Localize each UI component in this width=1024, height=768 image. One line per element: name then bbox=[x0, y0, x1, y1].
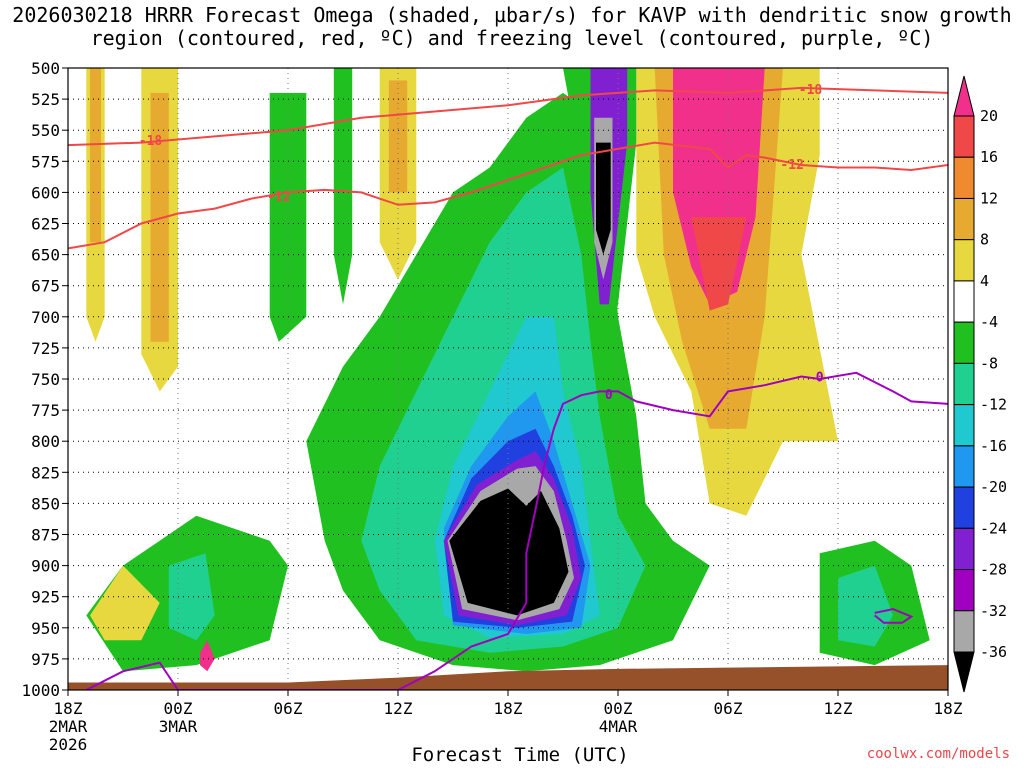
x-tick-label-24: 18Z bbox=[494, 699, 523, 718]
colorbar-box-8 bbox=[953, 445, 975, 488]
x-tick-label-42: 12Z bbox=[824, 699, 853, 718]
y-tick-label-800: 800 bbox=[31, 432, 60, 451]
omega-region-29 bbox=[200, 640, 215, 672]
terrain-fill bbox=[68, 665, 948, 690]
colorbar-top-arrow bbox=[953, 75, 975, 117]
colorbar-label-9: -20 bbox=[980, 478, 1007, 496]
colorbar-box-10 bbox=[953, 527, 975, 571]
contour-label-m18: -18 bbox=[139, 134, 163, 149]
omega-region-10 bbox=[269, 92, 307, 342]
contour-label-m18-right: -18 bbox=[799, 83, 823, 98]
x-tick-label-6: 00Z bbox=[164, 699, 193, 718]
colorbar-label-2: 12 bbox=[980, 189, 998, 207]
contour-label-zero-right: 0 bbox=[816, 371, 824, 386]
y-tick-label-675: 675 bbox=[31, 277, 60, 296]
omega-region-26 bbox=[596, 142, 611, 255]
colorbar-box-12 bbox=[953, 610, 975, 653]
colorbar-label-4: 4 bbox=[980, 272, 989, 290]
colorbar-label-6: -8 bbox=[980, 354, 998, 372]
x-tick-date-6: 3MAR bbox=[159, 717, 198, 736]
x-tick-label-12: 06Z bbox=[274, 699, 303, 718]
colorbar-box-2 bbox=[953, 197, 975, 241]
omega-region-5 bbox=[388, 80, 408, 193]
colorbar-label-12: -32 bbox=[980, 602, 1007, 620]
chart-title: 2026030218 HRRR Forecast Omega (shaded, … bbox=[12, 3, 1012, 50]
omega-region-3 bbox=[150, 92, 169, 342]
omega-region-28 bbox=[838, 565, 893, 647]
contour-line-0 bbox=[85, 371, 948, 690]
contour-label-m12: -12 bbox=[267, 190, 290, 205]
colorbar-box-3 bbox=[953, 239, 975, 282]
y-tick-label-575: 575 bbox=[31, 152, 60, 171]
y-tick-label-1000: 1000 bbox=[21, 681, 60, 700]
colorbar-box-6 bbox=[953, 362, 975, 406]
colorbar-box-9 bbox=[953, 486, 975, 529]
y-tick-label-600: 600 bbox=[31, 183, 60, 202]
contour-label-m12-right: -12 bbox=[780, 158, 803, 173]
y-tick-label-850: 850 bbox=[31, 494, 60, 513]
colorbar-box-11 bbox=[953, 569, 975, 612]
colorbar-label-0: 20 bbox=[980, 107, 998, 125]
y-tick-label-625: 625 bbox=[31, 215, 60, 234]
x-tick-year-0: 2026 bbox=[49, 735, 88, 754]
y-tick-label-550: 550 bbox=[31, 121, 60, 140]
colorbar-label-10: -24 bbox=[980, 519, 1007, 537]
x-tick-label-0: 18Z bbox=[54, 699, 83, 718]
y-tick-label-975: 975 bbox=[31, 650, 60, 669]
colorbar-label-1: 16 bbox=[980, 148, 998, 166]
contour-line-0b bbox=[874, 608, 914, 624]
y-tick-label-825: 825 bbox=[31, 463, 60, 482]
omega-region-22 bbox=[449, 488, 569, 616]
colorbar-label-11: -28 bbox=[980, 561, 1007, 579]
omega-region-13 bbox=[168, 553, 215, 641]
colorbar-label-5: -4 bbox=[980, 313, 998, 331]
y-tick-label-725: 725 bbox=[31, 339, 60, 358]
y-tick-label-650: 650 bbox=[31, 246, 60, 265]
omega-region-8 bbox=[673, 68, 765, 305]
colorbar-box-1 bbox=[953, 156, 975, 199]
colorbar-box-7 bbox=[953, 404, 975, 447]
x-tick-label-30: 00Z bbox=[604, 699, 633, 718]
omega-region-9 bbox=[691, 217, 747, 311]
colorbar-box-5 bbox=[953, 321, 975, 364]
contour-label-zero: 0 bbox=[605, 388, 613, 403]
x-tick-label-18: 12Z bbox=[384, 699, 413, 718]
y-tick-label-875: 875 bbox=[31, 526, 60, 545]
colorbar-label-8: -16 bbox=[980, 437, 1007, 455]
y-tick-label-900: 900 bbox=[31, 557, 60, 576]
y-tick-label-775: 775 bbox=[31, 401, 60, 420]
colorbar-label-7: -12 bbox=[980, 396, 1007, 414]
watermark-text[interactable]: coolwx.com/models bbox=[866, 746, 1010, 762]
colorbar-bottom-arrow bbox=[953, 651, 975, 693]
x-axis-label: Forecast Time (UTC) bbox=[411, 744, 629, 766]
omega-region-14 bbox=[90, 565, 160, 641]
x-tick-date-0: 2MAR bbox=[49, 717, 88, 736]
contour-line--12 bbox=[68, 141, 948, 250]
y-tick-label-925: 925 bbox=[31, 588, 60, 607]
x-tick-label-48: 18Z bbox=[934, 699, 963, 718]
y-tick-label-950: 950 bbox=[31, 619, 60, 638]
x-tick-date-30: 4MAR bbox=[599, 717, 638, 736]
colorbar-box-4 bbox=[953, 280, 975, 323]
omega-region-11 bbox=[333, 68, 353, 305]
x-tick-label-36: 06Z bbox=[714, 699, 743, 718]
y-tick-label-750: 750 bbox=[31, 370, 60, 389]
omega-region-1 bbox=[90, 68, 101, 243]
contour-line--18 bbox=[68, 86, 948, 147]
colorbar-box-0 bbox=[953, 115, 975, 158]
colorbar-label-3: 8 bbox=[980, 231, 989, 249]
y-tick-label-700: 700 bbox=[31, 308, 60, 327]
y-tick-label-525: 525 bbox=[31, 90, 60, 109]
colorbar-label-13: -36 bbox=[980, 643, 1007, 661]
y-tick-label-500: 500 bbox=[31, 59, 60, 78]
